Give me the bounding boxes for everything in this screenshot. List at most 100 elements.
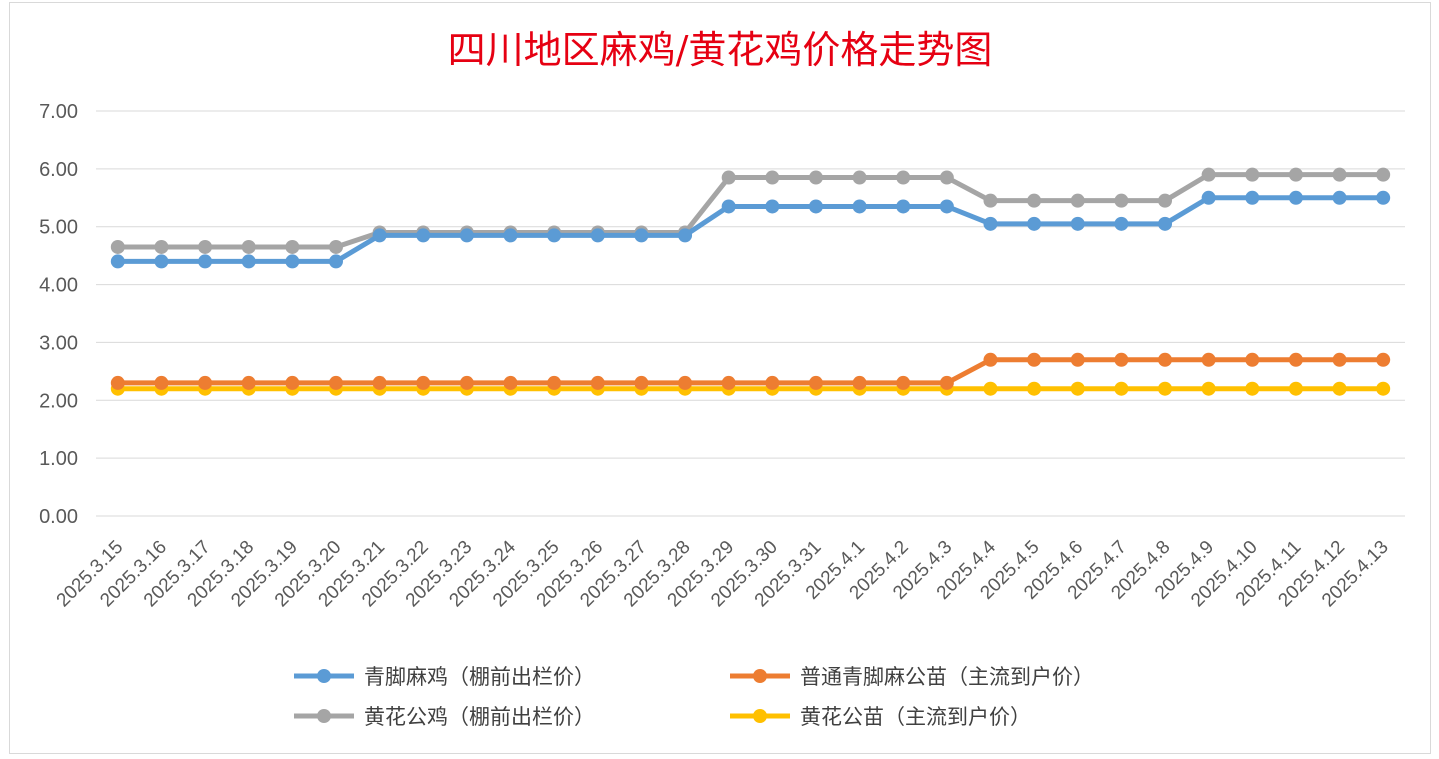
data-point bbox=[1288, 190, 1303, 205]
legend-swatch-marker bbox=[317, 669, 331, 683]
data-point bbox=[1158, 352, 1173, 367]
data-point bbox=[416, 228, 431, 243]
legend-item: 黄花公苗（主流到户价） bbox=[730, 705, 1031, 729]
data-point bbox=[503, 375, 518, 390]
data-point bbox=[154, 239, 169, 254]
chart-frame: 四川地区麻鸡/黄花鸡价格走势图 0.00 1.00 2.00 3.00 4.00 5.00… bbox=[9, 2, 1431, 754]
data-point bbox=[285, 254, 300, 269]
legend-item: 普通青脚麻公苗（主流到户价） bbox=[730, 665, 1094, 689]
y-tick-label: 5.00 bbox=[39, 217, 78, 239]
data-point bbox=[547, 228, 562, 243]
data-point bbox=[678, 228, 693, 243]
data-point bbox=[198, 254, 213, 269]
data-point bbox=[1158, 216, 1173, 231]
legend-swatch-marker bbox=[753, 669, 767, 683]
data-point bbox=[241, 254, 256, 269]
legend-item: 黄花公鸡（棚前出栏价） bbox=[294, 705, 595, 729]
data-point bbox=[1070, 352, 1085, 367]
data-point bbox=[241, 375, 256, 390]
data-point bbox=[1070, 381, 1085, 396]
y-tick-label: 0.00 bbox=[39, 506, 78, 528]
data-point bbox=[1070, 193, 1085, 208]
legend-swatch-marker bbox=[317, 709, 331, 723]
data-point bbox=[328, 375, 343, 390]
legend-label: 青脚麻鸡（棚前出栏价） bbox=[364, 665, 595, 689]
data-point bbox=[808, 170, 823, 185]
data-point bbox=[1288, 352, 1303, 367]
data-point bbox=[1332, 190, 1347, 205]
legend-label: 普通青脚麻公苗（主流到户价） bbox=[800, 665, 1094, 689]
data-point bbox=[416, 375, 431, 390]
x-axis-ticks: 2025.3.152025.3.162025.3.172025.3.182025… bbox=[53, 536, 1393, 611]
data-point bbox=[765, 199, 780, 214]
data-point bbox=[983, 381, 998, 396]
data-point bbox=[1332, 352, 1347, 367]
data-point bbox=[1245, 352, 1260, 367]
data-point bbox=[1027, 352, 1042, 367]
data-point bbox=[285, 375, 300, 390]
data-point bbox=[1376, 167, 1391, 182]
data-point bbox=[1114, 216, 1129, 231]
data-point bbox=[896, 199, 911, 214]
data-point bbox=[372, 375, 387, 390]
data-point bbox=[983, 352, 998, 367]
data-point bbox=[765, 375, 780, 390]
data-point bbox=[634, 228, 649, 243]
y-tick-label: 1.00 bbox=[39, 448, 78, 470]
legend-swatch-marker bbox=[753, 709, 767, 723]
data-point bbox=[1245, 190, 1260, 205]
series-line bbox=[117, 172, 1384, 250]
data-point bbox=[110, 254, 125, 269]
data-point bbox=[1201, 381, 1216, 396]
data-point bbox=[1288, 381, 1303, 396]
data-point bbox=[110, 375, 125, 390]
data-point bbox=[459, 228, 474, 243]
data-point bbox=[1376, 381, 1391, 396]
series-2 bbox=[110, 167, 1391, 254]
y-tick-label: 2.00 bbox=[39, 390, 78, 412]
legend-item: 青脚麻鸡（棚前出栏价） bbox=[294, 665, 595, 689]
data-point bbox=[1114, 193, 1129, 208]
data-point bbox=[241, 239, 256, 254]
data-point bbox=[678, 375, 693, 390]
data-point bbox=[285, 239, 300, 254]
data-point bbox=[154, 375, 169, 390]
line-chart: 四川地区麻鸡/黄花鸡价格走势图 0.00 1.00 2.00 3.00 4.00 5.00… bbox=[39, 28, 1405, 729]
data-point bbox=[939, 170, 954, 185]
data-point bbox=[983, 193, 998, 208]
series-line bbox=[117, 357, 1384, 386]
data-point bbox=[896, 375, 911, 390]
y-axis-ticks: 0.00 1.00 2.00 3.00 4.00 5.00 6.00 7.00 bbox=[39, 101, 78, 528]
data-point bbox=[1376, 190, 1391, 205]
data-point bbox=[721, 199, 736, 214]
y-tick-label: 3.00 bbox=[39, 332, 78, 354]
data-point bbox=[1245, 167, 1260, 182]
series-1 bbox=[110, 352, 1391, 390]
data-point bbox=[459, 375, 474, 390]
data-point bbox=[328, 254, 343, 269]
data-point bbox=[983, 216, 998, 231]
data-point bbox=[1245, 381, 1260, 396]
data-point bbox=[1158, 193, 1173, 208]
data-point bbox=[721, 170, 736, 185]
legend-label: 黄花公鸡（棚前出栏价） bbox=[364, 705, 595, 729]
data-point bbox=[1027, 381, 1042, 396]
data-point bbox=[1332, 381, 1347, 396]
data-point bbox=[590, 228, 605, 243]
data-point bbox=[110, 239, 125, 254]
data-point bbox=[852, 170, 867, 185]
data-point bbox=[328, 239, 343, 254]
data-point bbox=[154, 254, 169, 269]
data-point bbox=[852, 375, 867, 390]
data-point bbox=[896, 170, 911, 185]
data-point bbox=[1070, 216, 1085, 231]
data-point bbox=[1114, 381, 1129, 396]
data-point bbox=[590, 375, 605, 390]
data-point bbox=[1201, 167, 1216, 182]
data-point bbox=[1158, 381, 1173, 396]
data-point bbox=[198, 239, 213, 254]
data-point bbox=[939, 375, 954, 390]
data-point bbox=[1201, 190, 1216, 205]
data-point bbox=[503, 228, 518, 243]
data-point bbox=[198, 375, 213, 390]
